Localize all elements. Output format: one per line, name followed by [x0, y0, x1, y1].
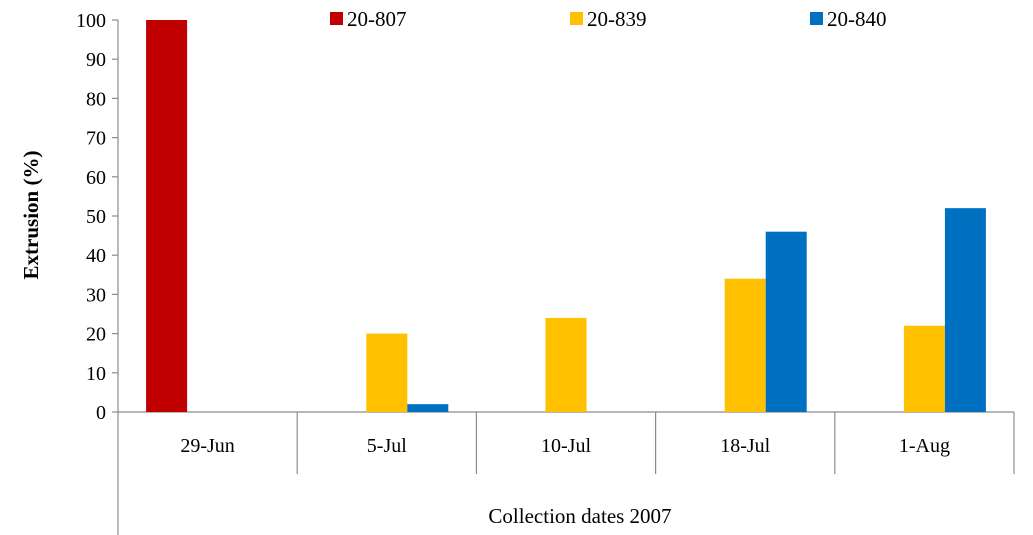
bars	[146, 20, 986, 412]
bar-20-839-18-Jul	[724, 278, 766, 412]
bar-20-840-18-Jul	[765, 231, 807, 412]
y-tick-label: 20	[86, 324, 106, 346]
bar-20-807-29-Jun	[146, 20, 188, 412]
legend-swatch	[570, 12, 583, 25]
legend-label: 20-840	[827, 7, 887, 31]
y-tick-label: 70	[86, 128, 106, 150]
bar-20-840-5-Jul	[407, 404, 449, 412]
y-axis: 0 10 20 30 40 50 60 70 80 90 100	[76, 10, 119, 535]
legend-swatch	[330, 12, 343, 25]
y-tick-label: 0	[96, 402, 106, 424]
y-axis-title: Extrusion (%)	[19, 151, 43, 280]
bar-20-839-5-Jul	[366, 333, 408, 412]
x-axis-title: Collection dates 2007	[488, 504, 671, 528]
legend-label: 20-807	[347, 7, 407, 31]
x-tick-label: 29-Jun	[180, 435, 234, 457]
legend-swatch	[810, 12, 823, 25]
x-tick-label: 18-Jul	[720, 435, 770, 457]
legend-label: 20-839	[587, 7, 647, 31]
y-tick-label: 90	[86, 49, 106, 71]
x-axis: 29-Jun 5-Jul 10-Jul 18-Jul 1-Aug	[118, 411, 1015, 474]
x-tick-label: 1-Aug	[899, 435, 950, 457]
y-tick-label: 40	[86, 245, 106, 267]
y-tick-label: 30	[86, 284, 106, 306]
bar-20-839-10-Jul	[545, 317, 587, 412]
y-tick-label: 50	[86, 206, 106, 228]
x-tick-label: 5-Jul	[367, 435, 407, 457]
y-tick-label: 100	[76, 10, 106, 32]
legend: 20-807 20-839 20-840	[330, 7, 887, 31]
x-tick-label: 10-Jul	[541, 435, 591, 457]
bar-20-840-1-Aug	[944, 208, 986, 412]
y-tick-label: 80	[86, 88, 106, 110]
y-tick-label: 60	[86, 167, 106, 189]
y-tick-label: 10	[86, 363, 106, 385]
bar-20-839-1-Aug	[903, 325, 945, 412]
